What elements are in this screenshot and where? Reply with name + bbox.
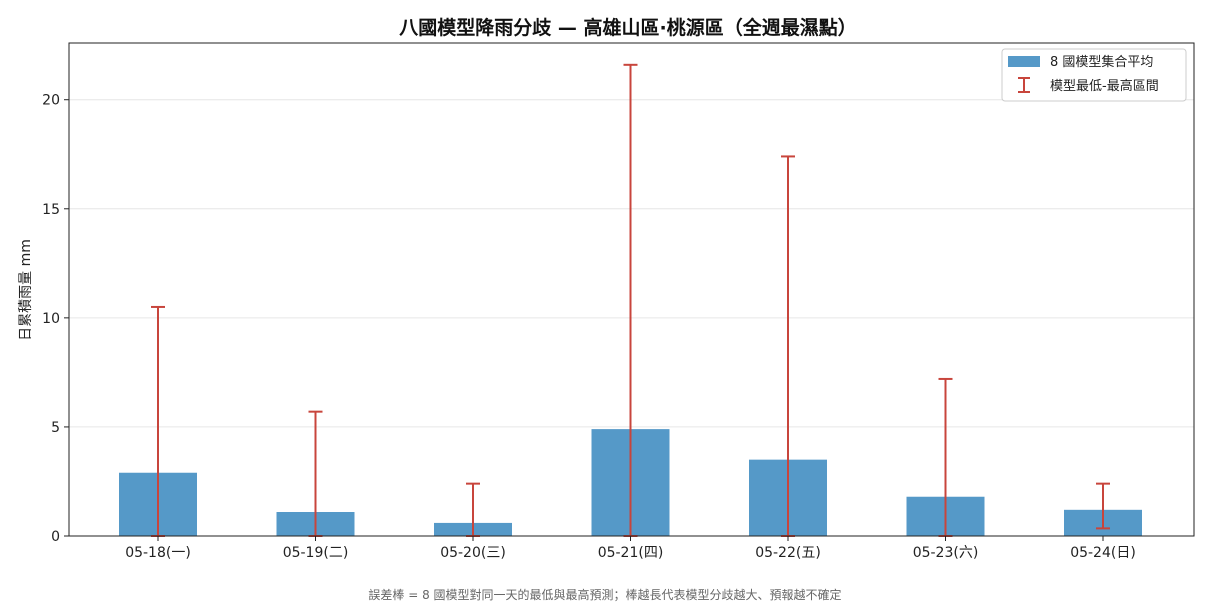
legend-swatch-mean <box>1008 56 1040 67</box>
legend-label-mean: 8 國模型集合平均 <box>1050 54 1153 70</box>
legend-errorbar-icon <box>1018 77 1030 93</box>
chart-title: 八國模型降雨分歧 — 高雄山區·桃源區（全週最濕點） <box>399 16 856 39</box>
caption-note: 誤差棒 = 8 國模型對同一天的最低與最高預測；棒越長代表模型分歧越大、預報越不… <box>368 587 841 602</box>
plot-frame <box>68 42 1195 537</box>
y-tick-label: 10 <box>42 311 60 327</box>
x-axis-ticks: 05-18(一) 05-19(二) 05-20(三) 05-21(四) 05-22(五)… <box>125 536 1136 561</box>
x-tick-label: 05-18(一) <box>125 545 191 561</box>
x-tick-label: 05-22(五) <box>755 545 821 561</box>
error-bars-group <box>151 63 1110 537</box>
y-tick-label: 20 <box>42 93 60 109</box>
legend-label-range: 模型最低-最高區間 <box>1050 78 1159 94</box>
x-tick-label: 05-23(六) <box>913 545 979 561</box>
y-tick-label: 5 <box>51 420 60 436</box>
y-axis-ticks: 0 5 10 15 20 <box>42 93 69 545</box>
y-tick-label: 15 <box>42 202 60 218</box>
error-bar <box>1096 482 1110 530</box>
x-tick-label: 05-24(日) <box>1070 545 1136 561</box>
legend-box <box>1001 48 1187 102</box>
legend: 8 國模型集合平均 模型最低-最高區間 <box>1001 48 1187 102</box>
y-tick-label: 0 <box>51 529 60 545</box>
x-tick-label: 05-19(二) <box>283 545 349 561</box>
x-tick-label: 05-21(四) <box>598 545 664 561</box>
y-axis-label: 日累積雨量 mm <box>18 239 34 341</box>
x-tick-label: 05-20(三) <box>440 545 506 561</box>
